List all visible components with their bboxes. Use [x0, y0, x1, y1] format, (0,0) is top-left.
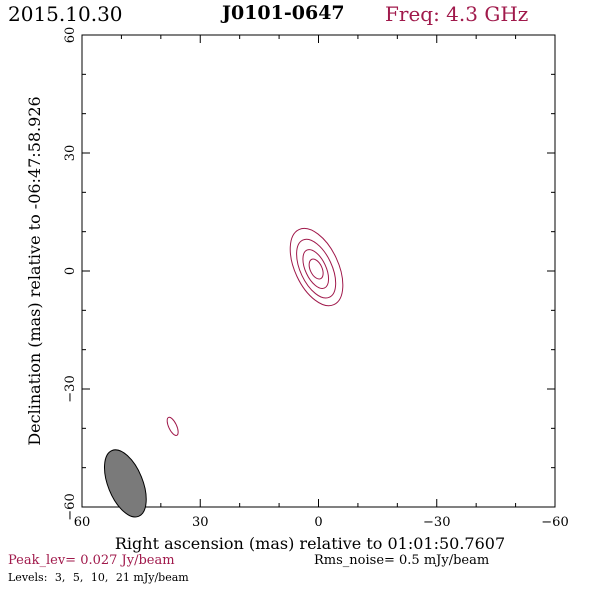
levels-label: Levels:: [8, 571, 48, 584]
contour-3: [166, 416, 179, 436]
x-tick-label: 0: [314, 515, 322, 530]
contour-group: [103, 227, 344, 518]
x-tick-label: −60: [541, 515, 568, 530]
y-axis-label: Declination (mas) relative to -06:47:58.…: [25, 96, 44, 445]
y-tick-label: 60: [63, 27, 78, 44]
observation-date: 2015.10.30: [8, 2, 123, 26]
beam-ellipse: [103, 449, 147, 518]
level-3: 10,: [90, 571, 109, 584]
source-name: J0101-0647: [222, 2, 345, 24]
contour-levels: Levels: 3, 5, 10, 21 mJy/beam: [8, 571, 193, 584]
frequency-label: Freq: 4.3 GHz: [385, 2, 529, 26]
contour-10: [302, 249, 330, 289]
x-tick-label: 60: [74, 515, 91, 530]
x-tick-label: 30: [192, 515, 209, 530]
level-2: 5,: [72, 571, 84, 584]
y-tick-label: −60: [63, 493, 78, 520]
x-axis-label: Right ascension (mas) relative to 01:01:…: [115, 534, 505, 553]
contour-5: [296, 238, 337, 299]
contour-21: [308, 258, 324, 280]
level-1: 3,: [54, 571, 66, 584]
y-tick-label: −30: [63, 375, 78, 402]
level-4: 21 mJy/beam: [115, 571, 189, 584]
x-tick-label: −30: [423, 515, 450, 530]
y-tick-label: 30: [63, 145, 78, 162]
peak-level: Peak_lev= 0.027 Jy/beam: [8, 553, 175, 568]
plot-frame: [81, 34, 556, 508]
y-tick-label: 0: [63, 267, 78, 275]
rms-noise: Rms_noise= 0.5 mJy/beam: [314, 553, 490, 568]
contour-3: [289, 227, 344, 307]
